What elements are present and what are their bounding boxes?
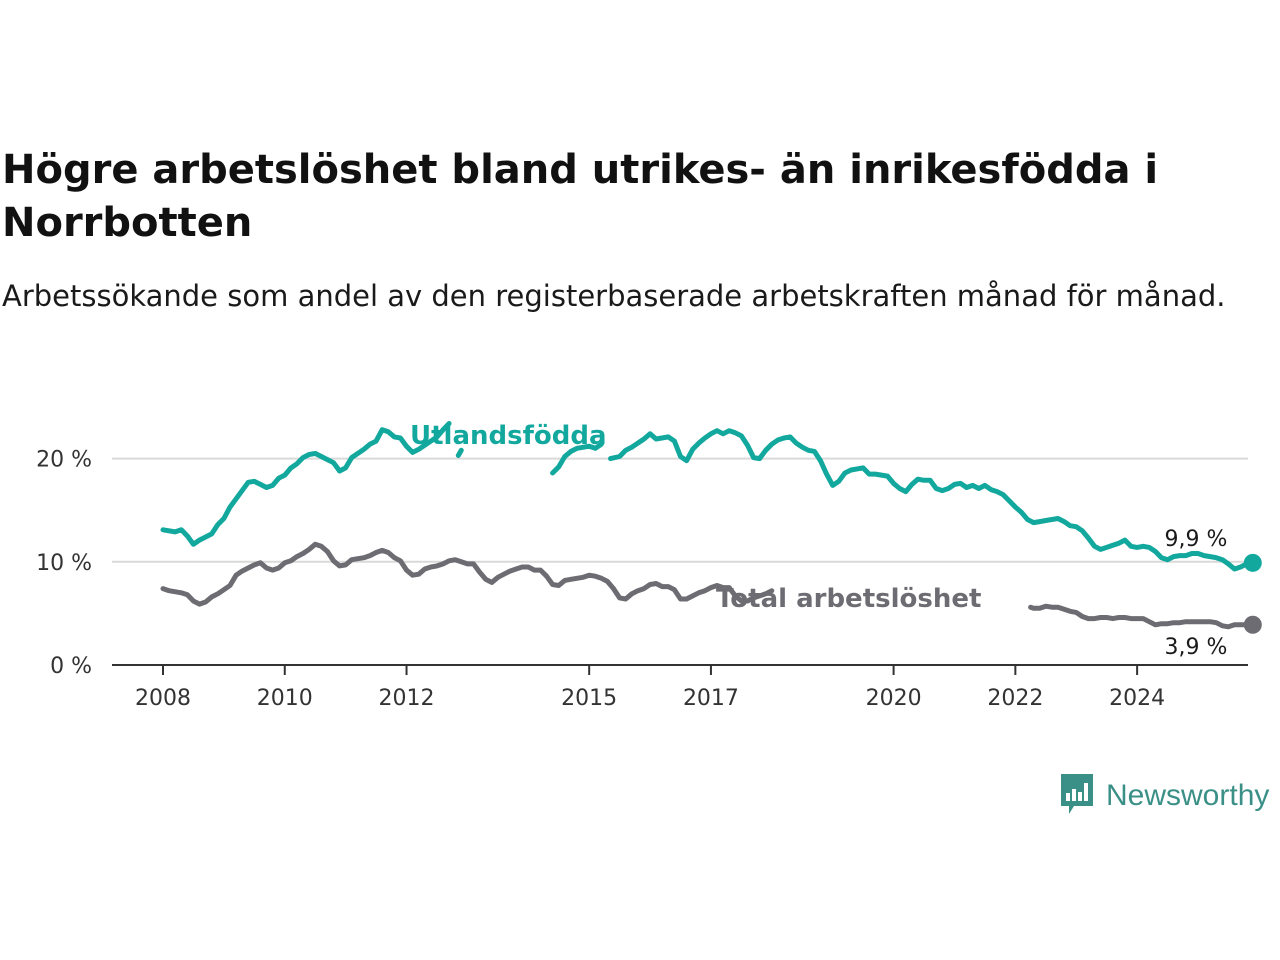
end-label-total: 3,9 %	[1165, 635, 1228, 660]
series-line-utlandsfodda	[160, 421, 1256, 572]
x-tick-label: 2022	[987, 686, 1043, 711]
y-tick-label: 0 %	[50, 654, 92, 679]
y-tick-label: 20 %	[36, 448, 92, 473]
end-markers: 9,9 % 3,9 %	[1165, 527, 1262, 660]
series-labels: Utlandsfödda Total arbetslöshet	[410, 421, 981, 614]
chart-subtitle: Arbetssökande som andel av den registerb…	[2, 279, 1226, 313]
series-line-total	[160, 541, 1256, 630]
x-tick-label: 2024	[1109, 686, 1165, 711]
x-tick-label: 2010	[257, 686, 313, 711]
series-lines	[160, 421, 1256, 630]
end-dot-utlandsfodda	[1243, 553, 1262, 572]
newsworthy-logo: Newsworthy	[1058, 774, 1269, 818]
x-tick-label: 2017	[683, 686, 739, 711]
series-label-total: Total arbetslöshet	[716, 584, 981, 614]
y-tick-label: 10 %	[36, 551, 92, 576]
brand-name: Newsworthy	[1106, 779, 1270, 812]
x-axis-ticks: 2008 2010 2012 2015 2017 2020 2022 2024	[135, 665, 1165, 711]
y-axis-ticks: 0 % 10 % 20 %	[36, 448, 92, 679]
x-tick-label: 2015	[561, 686, 617, 711]
end-label-utlandsfodda: 9,9 %	[1165, 527, 1228, 552]
x-tick-label: 2020	[866, 686, 922, 711]
series-label-utlandsfodda: Utlandsfödda	[410, 421, 607, 451]
chart-title: Högre arbetslöshet bland utrikes- än inr…	[2, 147, 1159, 246]
bar-chart-speech-bubble-icon	[1058, 772, 1096, 820]
x-tick-label: 2012	[379, 686, 435, 711]
end-dot-total	[1243, 615, 1262, 634]
x-tick-label: 2008	[135, 686, 191, 711]
